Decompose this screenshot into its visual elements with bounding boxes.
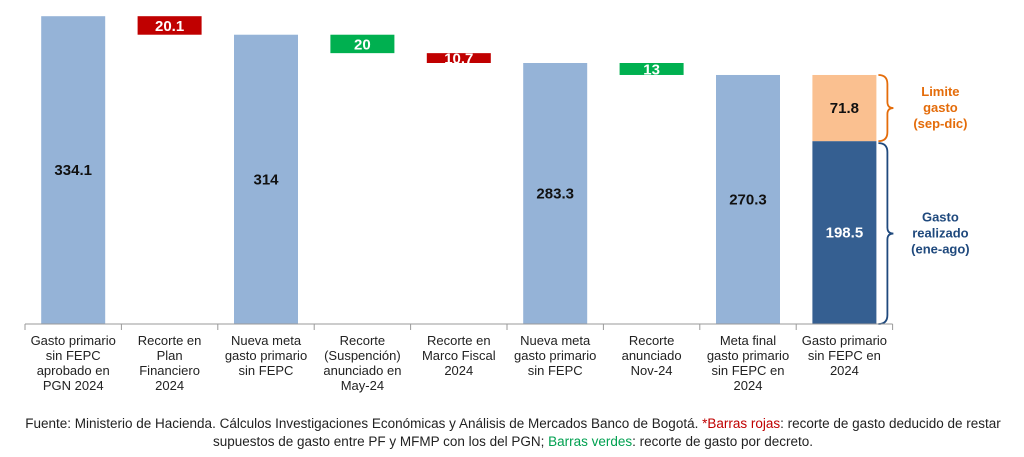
bar-1 (41, 16, 106, 325)
category-label-3-line-2: gasto primario (225, 348, 307, 363)
category-label-2-line-1: Recorte en (138, 333, 202, 348)
category-label-1-line-2: sin FEPC (46, 348, 101, 363)
category-label-8-line-1: Meta final (720, 333, 776, 348)
bar-4 (330, 34, 395, 54)
footnote-source: Fuente: Ministerio de Hacienda. Cálculos… (25, 416, 703, 431)
annotation-limite-gasto-line-1: Limite (921, 84, 959, 99)
category-label-5-line-3: 2024 (444, 363, 473, 378)
category-label-7-line-3: Nov-24 (631, 363, 673, 378)
category-label-6-line-2: gasto primario (514, 348, 596, 363)
category-label-2-line-4: 2024 (155, 378, 184, 393)
annotation-limite-gasto-line-3: (sep-dic) (913, 116, 967, 131)
category-label-4-line-3: anunciado en (323, 363, 401, 378)
annotation-gasto-realizado-line-2: realizado (912, 226, 968, 241)
footnote-green-text: : recorte de gasto por decreto. (632, 434, 814, 449)
bar-3 (234, 34, 298, 325)
footnote: Fuente: Ministerio de Hacienda. Cálculos… (8, 415, 1018, 451)
bar-7 (619, 63, 684, 75)
category-label-1-line-1: Gasto primario (31, 333, 116, 348)
bar-6 (523, 63, 588, 325)
category-label-6-line-3: sin FEPC (528, 363, 583, 378)
annotation-limite-gasto-line-2: gasto (923, 100, 958, 115)
footnote-star: * (702, 416, 708, 431)
bar-8 (716, 74, 780, 324)
value-label-8: 270.3 (729, 191, 767, 208)
category-label-7-line-2: anunciado (622, 348, 682, 363)
category-label-2-line-2: Plan (157, 348, 183, 363)
category-label-9-line-2: sin FEPC en (808, 348, 881, 363)
category-label-4-line-2: (Suspención) (324, 348, 401, 363)
value-label-6: 283.3 (536, 186, 574, 203)
value-label-3: 314 (253, 171, 279, 188)
waterfall-chart: 334.1 20.1 314 20 10.7 283.3 13 270.3 198.5 71.8 L… (24, 16, 970, 393)
value-label-2: 20.1 (155, 18, 184, 35)
category-label-5-line-2: Marco Fiscal (422, 348, 496, 363)
stacked-segment-1 (812, 141, 877, 324)
category-label-3-line-1: Nueva meta (231, 333, 302, 348)
footnote-green-label: Barras verdes (548, 434, 633, 449)
brace-gasto-realizado (878, 142, 894, 325)
value-label-4: 20 (354, 36, 371, 53)
category-label-8-line-2: gasto primario (707, 348, 789, 363)
bar-5 (426, 53, 491, 64)
annotation-gasto-realizado-line-3: (ene-ago) (911, 242, 970, 257)
category-label-8-line-4: 2024 (734, 378, 763, 393)
category-label-3-line-3: sin FEPC (239, 363, 294, 378)
footnote-red-label: Barras rojas (707, 416, 781, 431)
category-label-6-line-1: Nueva meta (520, 333, 591, 348)
value-label-5: 10.7 (444, 51, 473, 68)
category-label-9-line-1: Gasto primario (802, 333, 887, 348)
category-label-9-line-3: 2024 (830, 363, 859, 378)
category-label-8-line-3: sin FEPC en (712, 363, 785, 378)
category-label-2-line-3: Financiero (139, 363, 200, 378)
category-label-1-line-4: PGN 2024 (43, 378, 104, 393)
stacked-value-label-2: 71.8 (830, 100, 859, 117)
category-label-7-line-1: Recorte (629, 333, 675, 348)
value-label-1: 334.1 (54, 162, 92, 179)
brace-limite-gasto (878, 74, 894, 143)
category-label-5-line-1: Recorte en (427, 333, 491, 348)
category-label-4-line-1: Recorte (340, 333, 386, 348)
value-label-7: 13 (643, 61, 660, 78)
footnote-red-text: : recorte de gasto deducido de restar su… (212, 416, 1001, 449)
bar-2 (137, 16, 202, 35)
category-label-1-line-3: aprobado en (37, 363, 110, 378)
category-label-4-line-4: May-24 (341, 378, 384, 393)
stacked-segment-2 (812, 74, 877, 142)
stacked-value-label-1: 198.5 (826, 225, 864, 242)
annotation-gasto-realizado-line-1: Gasto (922, 210, 959, 225)
